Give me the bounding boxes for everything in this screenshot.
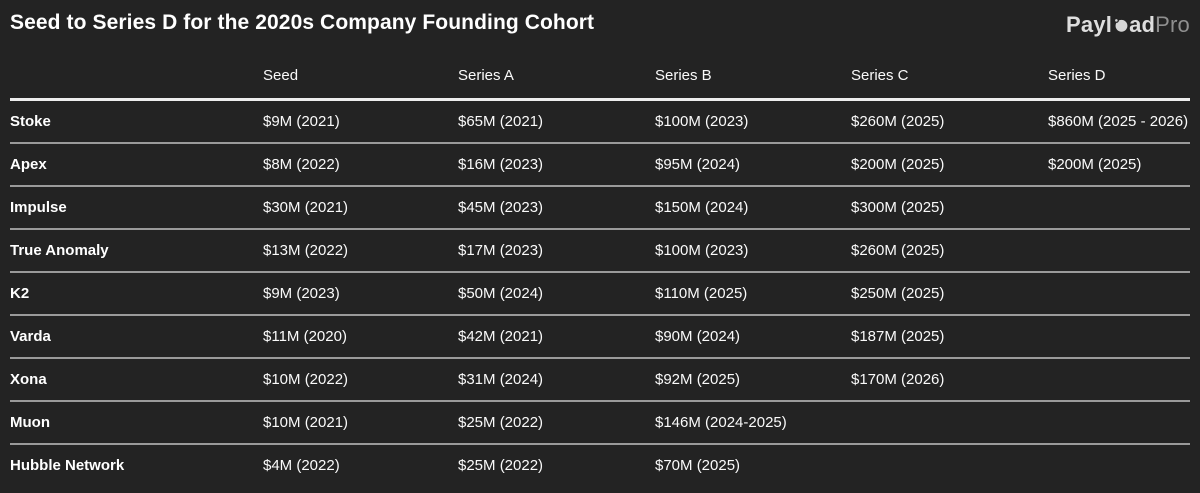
funding-value: $300M (2025) [851,199,945,216]
funding-value: $25M (2022) [458,457,544,474]
funding-value: $9M (2021) [263,113,340,130]
table-row: K2 $9M (2023) $50M (2024) $110M (2025) $250M… [10,273,1190,316]
company-name: Muon [10,414,50,431]
globe-icon [1113,17,1129,33]
table-row: Impulse $30M (2021) $45M (2023) $150M (2024… [10,187,1190,230]
funding-value: $170M (2026) [851,371,945,388]
logo-text-pro: Pro [1155,12,1190,37]
table-row: Apex $8M (2022) $16M (2023) $95M (2024) $200… [10,144,1190,187]
funding-value: $146M (2024-2025) [655,414,787,431]
company-name: True Anomaly [10,242,109,259]
top-bar: Seed to Series D for the 2020s Company F… [0,0,1200,50]
funding-value: $250M (2025) [851,285,945,302]
company-name: Varda [10,328,51,345]
funding-value: $11M (2020) [263,328,347,345]
table-row: Varda $11M (2020) $42M (2021) $90M (2024) $1… [10,316,1190,359]
funding-value: $100M (2023) [655,113,749,130]
column-header-seed: Seed [263,66,299,84]
funding-value: $4M (2022) [263,457,340,474]
funding-value: $13M (2022) [263,242,349,259]
table-row: Xona $10M (2022) $31M (2024) $92M (2025) $17… [10,359,1190,402]
table-row: Hubble Network $4M (2022) $25M (2022) $70M … [10,445,1190,486]
funding-value: $16M (2023) [458,156,544,173]
table-header-row: Seed Series A Series B Series C Series D [10,50,1190,101]
funding-value: $10M (2021) [263,414,349,431]
company-name: Xona [10,371,47,388]
funding-value: $110M (2025) [655,285,748,302]
funding-value: $65M (2021) [458,113,544,130]
column-header-series-d: Series D [1048,66,1106,84]
table-row: True Anomaly $13M (2022) $17M (2023) $100M … [10,230,1190,273]
funding-value: $31M (2024) [458,371,544,388]
funding-value: $17M (2023) [458,242,544,259]
table-body: Stoke $9M (2021) $65M (2021) $100M (2023) $2… [0,101,1200,486]
page-title: Seed to Series D for the 2020s Company F… [10,11,595,34]
funding-value: $100M (2023) [655,242,749,259]
funding-value: $8M (2022) [263,156,340,173]
company-name: Hubble Network [10,457,125,474]
payloadpro-logo: Payl adPro [1066,0,1190,36]
funding-value: $260M (2025) [851,113,945,130]
funding-value: $187M (2025) [851,328,945,345]
company-name: Impulse [10,199,67,216]
logo-text-payl: Payl [1066,12,1113,37]
funding-value: $70M (2025) [655,457,741,474]
company-name: Stoke [10,113,51,130]
funding-value: $200M (2025) [851,156,945,173]
funding-value: $92M (2025) [655,371,741,388]
funding-value: $30M (2021) [263,199,349,216]
table-row: Stoke $9M (2021) $65M (2021) $100M (2023) $2… [10,101,1190,144]
funding-value: $95M (2024) [655,156,741,173]
funding-value: $90M (2024) [655,328,741,345]
column-header-series-b: Series B [655,66,712,84]
logo-text-ad: ad [1129,12,1156,37]
funding-value: $9M (2023) [263,285,340,302]
company-name: Apex [10,156,47,173]
funding-value: $860M (2025 - 2026) [1048,113,1189,130]
funding-value: $260M (2025) [851,242,945,259]
funding-value: $150M (2024) [655,199,749,216]
column-header-series-c: Series C [851,66,909,84]
company-name: K2 [10,285,30,302]
funding-value: $10M (2022) [263,371,349,388]
funding-value: $45M (2023) [458,199,544,216]
table-row: Muon $10M (2021) $25M (2022) $146M (2024-20… [10,402,1190,445]
funding-value: $50M (2024) [458,285,544,302]
funding-value: $42M (2021) [458,328,544,345]
funding-value: $200M (2025) [1048,156,1142,173]
funding-value: $25M (2022) [458,414,544,431]
column-header-series-a: Series A [458,66,514,84]
